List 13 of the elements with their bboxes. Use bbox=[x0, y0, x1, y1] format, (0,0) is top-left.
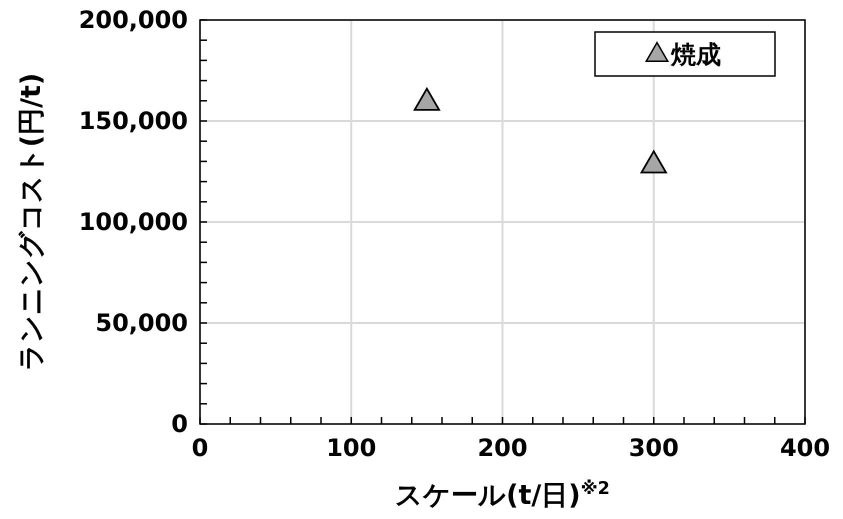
y-tick-label: 150,000 bbox=[78, 107, 188, 135]
y-tick-label: 50,000 bbox=[95, 309, 188, 337]
x-tick-label: 200 bbox=[477, 434, 528, 462]
x-axis-title: スケール(t/日)$^{※2}$ bbox=[395, 479, 610, 511]
x-tick-label: 0 bbox=[192, 434, 208, 462]
y-tick-label: 100,000 bbox=[78, 208, 188, 236]
x-tick-label: 300 bbox=[628, 434, 679, 462]
y-axis-title: ランニングコスト(円/t) bbox=[16, 72, 47, 372]
y-tick-label: 0 bbox=[171, 410, 188, 438]
x-tick-label: 400 bbox=[780, 434, 830, 462]
y-tick-label: 200,000 bbox=[78, 6, 188, 34]
legend-label: 焼成 bbox=[670, 40, 721, 69]
x-tick-label: 100 bbox=[326, 434, 376, 462]
